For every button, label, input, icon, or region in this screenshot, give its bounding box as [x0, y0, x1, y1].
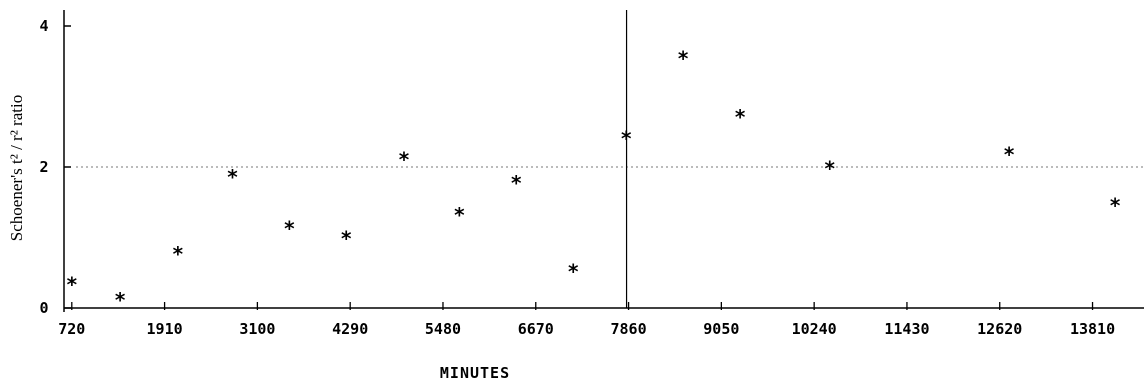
- data-point: *: [454, 203, 465, 227]
- data-point: *: [1004, 143, 1015, 167]
- x-tick-label: 1910: [147, 320, 183, 338]
- data-point: *: [568, 260, 579, 284]
- data-point: *: [173, 242, 184, 266]
- data-point: *: [735, 105, 746, 129]
- data-point: *: [678, 47, 689, 71]
- x-tick-label: 4290: [332, 320, 368, 338]
- x-tick-label: 9050: [703, 320, 739, 338]
- data-point: *: [621, 126, 632, 150]
- data-point: *: [115, 288, 126, 312]
- x-tick-label: 720: [58, 320, 85, 338]
- x-tick-label: 11430: [884, 320, 929, 338]
- x-tick-label: 3100: [239, 320, 275, 338]
- x-tick-label: 12620: [977, 320, 1022, 338]
- x-tick-label: 13810: [1070, 320, 1115, 338]
- y-tick-label: 0: [39, 299, 48, 317]
- data-point: *: [284, 217, 295, 241]
- data-point: *: [1110, 193, 1121, 217]
- x-tick-label: 10240: [792, 320, 837, 338]
- y-tick-label: 2: [39, 158, 48, 176]
- x-axis-title: MINUTES: [440, 364, 510, 382]
- data-point: *: [341, 227, 352, 251]
- data-point: *: [825, 157, 836, 181]
- y-tick-label: 4: [39, 17, 48, 35]
- y-axis-title: Schoener's t² / r² ratio: [7, 95, 26, 241]
- data-point: *: [227, 165, 238, 189]
- x-tick-label: 6670: [518, 320, 554, 338]
- data-point: *: [511, 171, 522, 195]
- data-point: *: [399, 148, 410, 172]
- data-point: *: [67, 272, 78, 296]
- x-tick-label: 5480: [425, 320, 461, 338]
- x-tick-label: 7860: [611, 320, 647, 338]
